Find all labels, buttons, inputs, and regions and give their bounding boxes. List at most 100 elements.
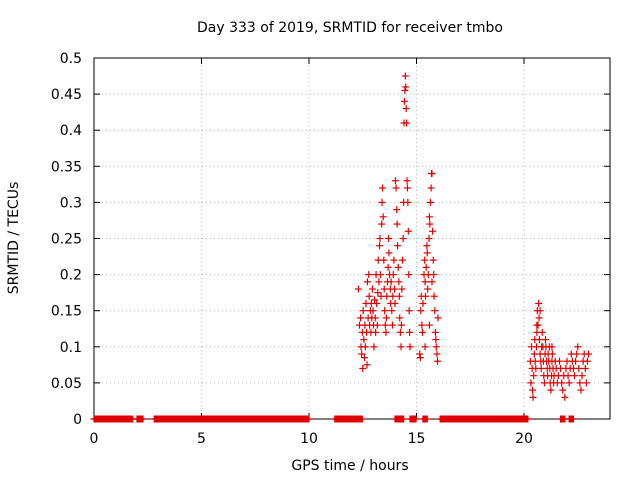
data-point — [402, 83, 410, 91]
y-tick-label: 0.3 — [60, 195, 82, 211]
x-tick-label: 15 — [408, 431, 426, 447]
data-point — [382, 314, 390, 322]
data-point — [425, 235, 433, 242]
data-point — [370, 343, 378, 351]
data-point — [535, 314, 543, 322]
data-point — [387, 278, 395, 286]
data-point — [357, 314, 365, 322]
data-point — [406, 343, 414, 351]
data-point — [426, 198, 434, 206]
data-point — [535, 299, 543, 307]
data-point — [412, 415, 420, 423]
data-point — [432, 336, 440, 344]
data-point — [378, 220, 386, 228]
data-point — [405, 271, 413, 279]
data-point — [391, 299, 399, 307]
data-point — [400, 97, 408, 105]
data-point — [582, 379, 590, 387]
data-point — [426, 220, 434, 228]
y-tick-label: 0.4 — [60, 123, 82, 139]
data-point — [404, 198, 412, 206]
data-point — [396, 328, 404, 336]
data-point — [388, 321, 396, 329]
data-point — [395, 292, 403, 300]
data-point — [533, 321, 541, 329]
data-point — [359, 364, 367, 372]
data-point — [382, 328, 390, 336]
data-point — [393, 206, 401, 214]
data-point — [383, 292, 391, 300]
x-tick-label: 5 — [197, 431, 206, 447]
data-point — [429, 256, 437, 264]
data-point — [399, 256, 407, 264]
data-point — [369, 307, 377, 315]
data-point — [416, 350, 424, 358]
data-point — [572, 357, 580, 365]
tick-layer: 0 5 10 15 20 0 0.05 0.1 0.15 0.2 0.25 0.3 0.35 0.4 0.4… — [51, 51, 610, 447]
data-point — [359, 307, 367, 315]
data-point — [417, 307, 425, 315]
data-point — [428, 170, 436, 178]
data-point — [573, 350, 581, 358]
y-tick-label: 0.2 — [60, 268, 82, 284]
data-point — [578, 372, 586, 380]
data-point — [372, 328, 380, 336]
data-point — [585, 350, 592, 358]
data-point — [406, 328, 414, 336]
data-point — [305, 415, 313, 423]
data-point — [433, 350, 441, 358]
data-point — [363, 361, 371, 369]
data-point — [537, 364, 545, 372]
data-point — [524, 415, 532, 423]
data-point — [374, 289, 382, 297]
data-points — [90, 72, 592, 423]
data-point — [419, 299, 427, 307]
data-point — [395, 278, 403, 286]
data-point — [394, 242, 402, 250]
data-point — [373, 299, 381, 307]
y-axis-label: SRMTID / TECUs — [6, 182, 22, 295]
data-point — [358, 350, 366, 358]
data-point — [577, 386, 585, 394]
data-point — [416, 354, 424, 362]
data-point — [390, 256, 398, 264]
data-point — [379, 184, 387, 192]
data-point — [574, 343, 582, 351]
data-point — [396, 314, 404, 322]
data-point — [360, 354, 368, 362]
data-point — [378, 198, 386, 206]
data-point — [423, 242, 431, 250]
data-point — [403, 119, 411, 127]
data-point — [381, 321, 389, 329]
data-point — [399, 235, 407, 242]
data-point — [371, 296, 379, 304]
data-point — [427, 184, 435, 192]
data-point — [360, 336, 368, 344]
y-tick-label: 0.5 — [60, 51, 82, 67]
data-point — [422, 292, 430, 300]
data-point — [361, 343, 369, 351]
data-point — [571, 372, 579, 380]
data-point — [402, 105, 410, 113]
y-tick-label: 0.35 — [51, 159, 82, 175]
y-tick-label: 0.1 — [60, 340, 82, 356]
data-point — [430, 292, 438, 300]
data-point — [398, 285, 406, 293]
data-point — [583, 357, 591, 365]
data-point — [561, 393, 569, 401]
data-point — [365, 271, 373, 279]
data-point — [403, 177, 411, 185]
y-tick-label: 0.45 — [51, 87, 82, 103]
data-point — [575, 364, 583, 372]
data-point — [389, 271, 397, 279]
data-point — [535, 336, 543, 344]
data-point — [430, 271, 438, 279]
y-tick-label: 0.25 — [51, 232, 82, 248]
data-point — [421, 256, 429, 264]
data-point — [397, 321, 405, 329]
y-tick-label: 0.15 — [51, 304, 82, 320]
data-point — [371, 314, 379, 322]
data-point — [527, 379, 535, 387]
data-point — [391, 285, 399, 293]
data-point — [569, 415, 577, 423]
